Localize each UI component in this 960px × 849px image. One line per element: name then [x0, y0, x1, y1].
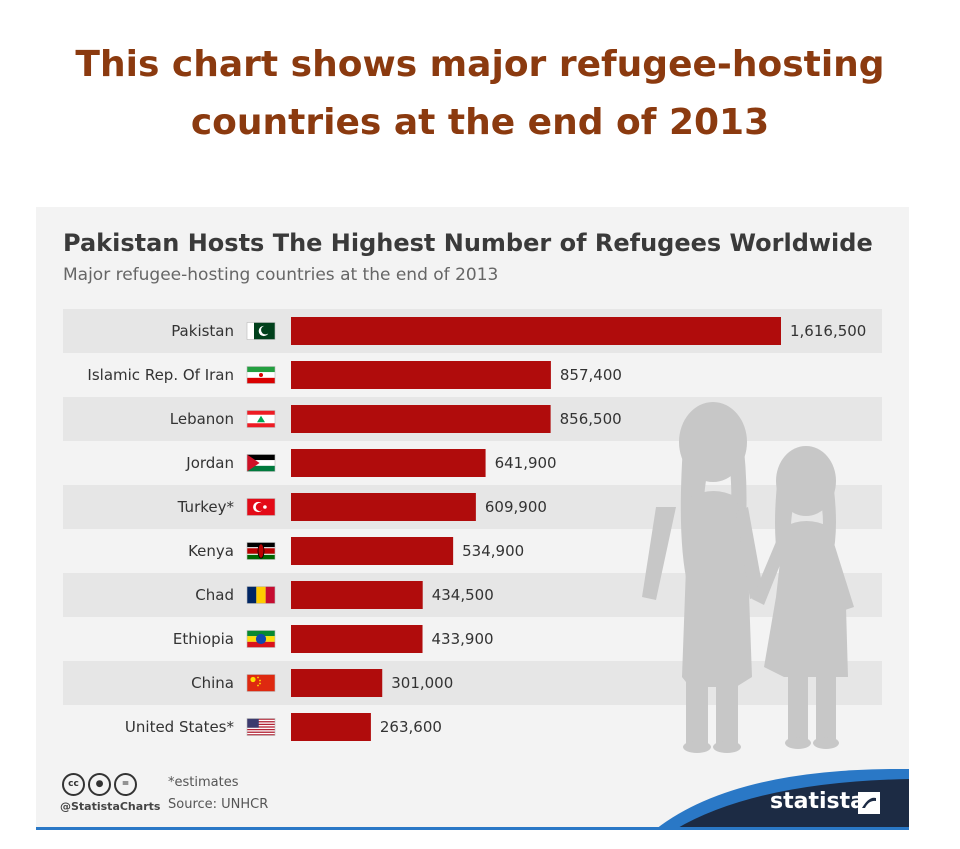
bar: [291, 625, 423, 653]
iran-flag-icon: [246, 366, 276, 384]
turkey-flag-icon: [246, 498, 276, 516]
value-label: 434,500: [432, 586, 494, 604]
bar: [291, 669, 383, 697]
brand-wave: [656, 768, 909, 829]
headline-line-2: countries at the end of 2013: [190, 102, 770, 143]
chart-card: Pakistan 1,616,500 Islamic Rep. Of Iran 857…: [36, 207, 909, 829]
category-label: Kenya: [188, 542, 234, 560]
nd-icon: =: [114, 773, 137, 796]
united-states-flag-icon: [246, 718, 276, 736]
chart-title: Pakistan Hosts The Highest Number of Ref…: [63, 229, 873, 257]
value-label: 857,400: [560, 366, 622, 384]
headline-line-1: This chart shows major refugee-hosting: [75, 44, 885, 85]
category-label: Islamic Rep. Of Iran: [87, 366, 234, 384]
footnote: *estimates: [168, 775, 239, 790]
bar: [291, 581, 423, 609]
statista-logo-icon: [858, 792, 880, 814]
children-silhouette-icon: [642, 402, 854, 753]
category-label: Ethiopia: [173, 630, 234, 648]
value-label: 301,000: [391, 674, 453, 692]
value-label: 856,500: [560, 410, 622, 428]
category-label: China: [191, 674, 234, 692]
bar: [291, 405, 551, 433]
bar-chart: Pakistan 1,616,500 Islamic Rep. Of Iran 857…: [63, 309, 882, 753]
license-icons: cc ● =: [62, 773, 140, 796]
bar: [291, 537, 454, 565]
category-label: Jordan: [185, 454, 234, 472]
bar: [291, 317, 781, 345]
category-label: United States*: [125, 718, 235, 736]
value-label: 641,900: [495, 454, 557, 472]
value-label: 1,616,500: [790, 322, 866, 340]
value-label: 263,600: [380, 718, 442, 736]
kenya-flag-icon: [246, 542, 276, 560]
category-label: Chad: [195, 586, 234, 604]
page-headline: This chart shows major refugee-hosting c…: [0, 36, 960, 152]
value-label: 433,900: [432, 630, 494, 648]
bar: [291, 713, 371, 741]
china-flag-icon: [246, 674, 276, 692]
category-label: Lebanon: [170, 410, 234, 428]
category-label: Turkey*: [177, 498, 235, 516]
value-label: 609,900: [485, 498, 547, 516]
source-note: Source: UNHCR: [168, 797, 269, 812]
bar: [291, 493, 476, 521]
jordan-flag-icon: [246, 454, 276, 472]
bottom-rule: [36, 827, 909, 830]
chad-flag-icon: [246, 586, 276, 604]
by-icon: ●: [88, 773, 111, 796]
pakistan-flag-icon: [246, 322, 276, 340]
cc-icon: cc: [62, 773, 85, 796]
value-label: 534,900: [462, 542, 524, 560]
chart-subtitle: Major refugee-hosting countries at the e…: [63, 265, 499, 285]
bar: [291, 361, 551, 389]
statista-logo: statista: [770, 789, 865, 814]
statista-handle: @StatistaCharts: [60, 800, 161, 813]
category-label: Pakistan: [171, 322, 234, 340]
bar: [291, 449, 486, 477]
ethiopia-flag-icon: [246, 630, 276, 648]
lebanon-flag-icon: [246, 410, 276, 428]
